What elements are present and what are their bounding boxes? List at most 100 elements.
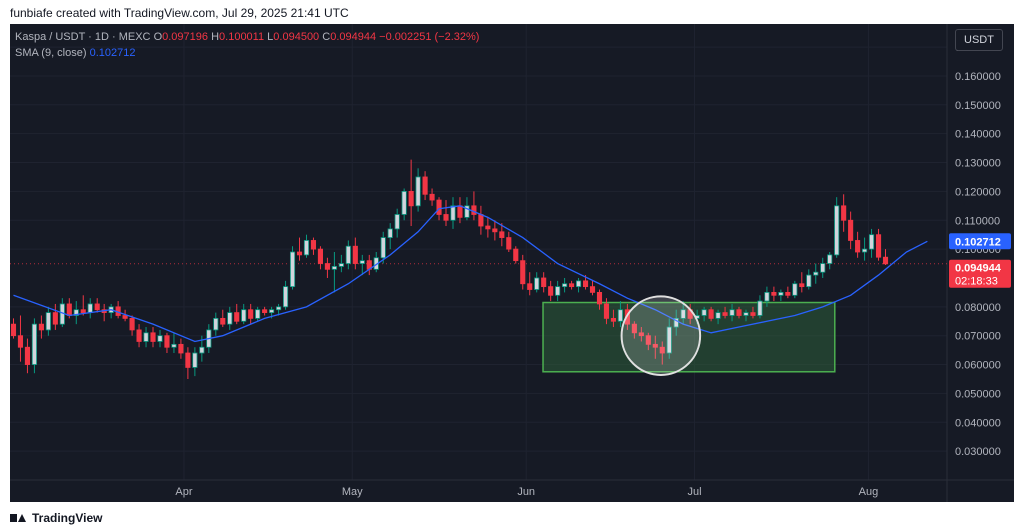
candle-down [471,191,477,221]
candle-down [352,237,358,270]
candle-down [457,197,463,224]
candle-up [373,252,379,273]
candle-body [868,234,875,250]
candle-body [52,312,58,325]
candle-body [520,260,526,285]
candle-down [520,254,526,290]
candle-body [24,346,31,365]
candle-body [255,309,261,319]
highlight-circle [620,295,702,376]
legend-close-value: 0.094944 [330,31,377,43]
candle-up [213,312,219,336]
last-price-tag-bg [949,259,1011,288]
candle-body [457,205,463,218]
candle-body [589,286,596,293]
candle-up [868,228,875,258]
candle-body [262,309,268,314]
candle-down [589,280,596,296]
legend-high-label: H [211,31,220,43]
candle-down [722,306,728,319]
candle-body [596,292,603,305]
candle-down [506,231,512,252]
sma-price-tag-bg [949,233,1011,250]
chart-legend: Kaspa / USDT · 1D · MEXC O0.097196 H0.10… [15,29,479,61]
candle-down [603,298,610,325]
candle-body [506,237,512,250]
candle-up [792,280,798,299]
candle-body [171,343,177,348]
legend-change-value: −0.002251 (−2.32%) [379,31,480,43]
candle-up [303,234,310,258]
candle-body [492,228,498,233]
candle-down [429,188,435,206]
candle-up [575,277,582,293]
candle-down [52,303,58,330]
legend-sma-label[interactable]: SMA (9, close) [15,47,87,59]
candle-body [485,225,491,230]
candle-up [359,254,365,276]
candle-down [234,303,240,325]
candle-body [827,254,833,264]
candle-body [248,309,254,319]
candle-down [875,228,882,261]
candle-body [617,309,623,322]
candle-body [471,205,477,215]
time-tick-label: Jun [517,486,535,498]
legend-symbol[interactable]: Kaspa / USDT · 1D · MEXC [15,31,151,43]
chart-panel[interactable]: 0.1700000.1600000.1500000.1400000.130000… [10,24,1014,502]
candle-down [185,347,191,379]
candle-down [569,280,575,290]
candle-body [157,335,163,342]
candle-body [136,329,142,342]
candle-down [736,306,742,319]
candle-down [164,332,170,354]
candle-body [178,343,184,354]
price-tick-label: 0.140000 [955,129,1001,141]
candle-down [262,306,268,316]
candle-down [771,286,777,302]
candle-up [862,237,868,261]
time-axis-labels: Apr May Jun Jul Aug [175,486,878,498]
candle-down [799,272,805,293]
candle-up [757,295,763,319]
candle-body [548,286,554,296]
price-axis-labels: 0.1700000.1600000.1500000.1400000.130000… [955,42,1001,458]
candle-body [338,263,344,267]
candle-up [680,301,686,325]
candle-body [324,263,330,270]
candle-body [708,309,714,319]
price-tick-label: 0.110000 [955,215,1000,227]
candle-up [143,327,149,348]
currency-button[interactable]: USDT [955,29,1003,51]
candle-body [31,323,37,365]
candle-down [708,306,714,322]
candle-body [150,332,156,342]
candle-down [652,335,658,359]
candle-body [122,315,128,319]
candle-down [178,338,184,359]
candle-body [415,176,421,207]
candle-down [610,309,617,328]
candle-up [192,347,198,377]
candle-body [610,317,617,322]
candle-body [429,193,435,201]
candle-up [108,303,114,319]
candle-body [73,309,79,316]
candle-up [73,301,79,325]
price-tick-label: 0.130000 [955,158,1001,170]
candlestick-chart[interactable]: 0.1700000.1600000.1500000.1400000.130000… [10,24,1014,502]
candle-down [248,303,254,325]
candle-up [813,263,819,284]
candle-body [882,256,889,265]
candle-body [143,332,149,342]
candle-up [87,298,93,319]
candle-body [534,277,540,290]
candle-body [875,234,882,258]
candle-body [66,303,72,316]
candle-up [227,306,233,330]
candle-down [310,237,317,255]
candle-body [834,205,840,256]
candle-body [213,317,219,331]
candle-body [729,309,735,316]
candle-body [575,280,582,288]
